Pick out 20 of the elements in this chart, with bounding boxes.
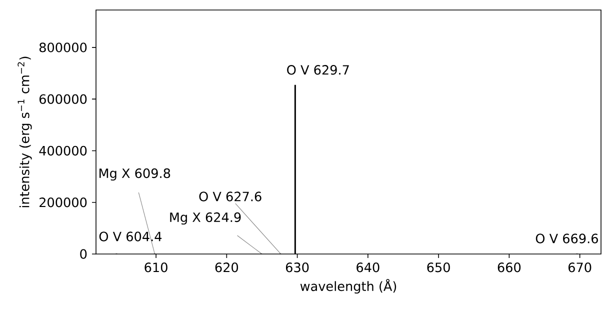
x-tick-label: 640 xyxy=(356,262,380,272)
y-tick-label: 200000 xyxy=(40,198,87,208)
x-tick-label: 650 xyxy=(427,262,450,272)
y-tick-label: 800000 xyxy=(39,42,87,52)
y-tick-label: 0 xyxy=(80,249,87,259)
annotation: O V 604.4 xyxy=(99,232,162,242)
annotation: O V 669.6 xyxy=(536,234,598,244)
annotation: O V 627.6 xyxy=(199,192,262,202)
x-tick-label: 670 xyxy=(568,262,592,272)
x-tick-label: 620 xyxy=(215,262,238,272)
y-tick-label: 400000 xyxy=(39,146,87,156)
x-tick-label: 630 xyxy=(286,262,309,272)
annotation: Mg X 609.8 xyxy=(100,168,170,181)
x-tick-label: 610 xyxy=(144,262,168,272)
x-axis-title: wavelength (Å) xyxy=(300,279,396,294)
y-axis-title: intensity (erg s$^{−1}$ cm$^{−2}$) xyxy=(18,56,32,208)
x-tick-label: 660 xyxy=(498,262,521,272)
annotation: O V 629.7 xyxy=(287,65,349,75)
y-tick-label: 600000 xyxy=(40,94,87,104)
annotation: Mg X 624.9 xyxy=(170,212,241,225)
